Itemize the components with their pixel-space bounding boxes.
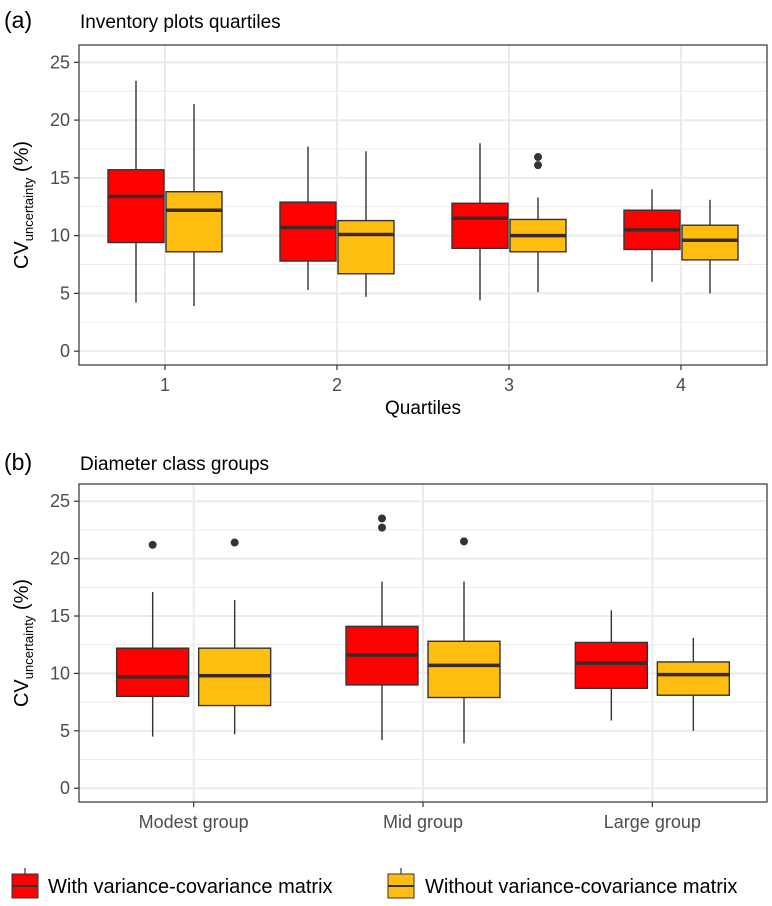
y-tick-label: 5 bbox=[60, 283, 70, 303]
panel-a-title: Inventory plots quartiles bbox=[80, 12, 281, 33]
x-tick-label: 1 bbox=[160, 375, 170, 395]
x-tick-label: 2 bbox=[332, 375, 342, 395]
y-tick-label: 25 bbox=[50, 52, 70, 72]
x-tick-label: 4 bbox=[676, 375, 686, 395]
panel-b-y-ticks: 0 5 10 15 20 25 bbox=[50, 491, 79, 798]
panel-b-label: (b) bbox=[4, 449, 32, 475]
box-iqr bbox=[337, 219, 395, 275]
box-iqr bbox=[165, 191, 223, 253]
y-tick-label: 15 bbox=[50, 606, 70, 626]
panel-a-boxes bbox=[107, 80, 739, 307]
panel-b-title: Diameter class groups bbox=[80, 454, 269, 475]
box-iqr bbox=[451, 202, 509, 250]
panel-a-label: (a) bbox=[4, 7, 32, 33]
legend: With variance-covariance matrix Without … bbox=[11, 868, 737, 899]
y-tick-label: 15 bbox=[50, 168, 70, 188]
box-iqr bbox=[279, 201, 337, 262]
x-tick-label: Large group bbox=[604, 812, 701, 832]
box-iqr bbox=[115, 647, 190, 698]
panel-a-x-ticks: 1 2 3 4 bbox=[160, 365, 686, 395]
y-tick-label: 20 bbox=[50, 110, 70, 130]
box-with-0 bbox=[107, 80, 165, 303]
y-tick-label: 10 bbox=[50, 226, 70, 246]
outlier-point bbox=[378, 514, 386, 523]
box-iqr bbox=[656, 661, 731, 696]
outlier-point bbox=[534, 153, 542, 162]
y-tick-label: 0 bbox=[60, 778, 70, 798]
box-with-1 bbox=[279, 146, 337, 290]
panel-a: (a) Inventory plots quartiles 0 5 10 15 20 25… bbox=[4, 7, 768, 419]
outlier-point bbox=[534, 161, 542, 170]
outlier-point bbox=[148, 540, 157, 549]
box-iqr bbox=[427, 640, 501, 699]
box-without-2 bbox=[509, 153, 567, 293]
box-without-3 bbox=[681, 199, 739, 294]
box-with-2 bbox=[574, 610, 649, 721]
y-tick-label: 25 bbox=[50, 491, 70, 511]
panel-b-x-ticks: Modest group Mid group Large group bbox=[139, 802, 701, 832]
box-without-0 bbox=[165, 103, 223, 307]
outlier-point bbox=[460, 537, 468, 546]
box-with-3 bbox=[623, 189, 681, 282]
box-without-1 bbox=[337, 151, 395, 297]
panel-b-grid bbox=[79, 484, 767, 802]
box-iqr bbox=[574, 641, 649, 690]
panel-a-ylabel: CVuncertainty (%) bbox=[11, 141, 36, 269]
y-tick-label: 0 bbox=[60, 341, 70, 361]
box-iqr bbox=[107, 169, 165, 244]
outlier-point bbox=[230, 538, 239, 547]
x-tick-label: 3 bbox=[504, 375, 514, 395]
legend-label-with: With variance-covariance matrix bbox=[48, 876, 333, 898]
x-tick-label: Mid group bbox=[383, 812, 463, 832]
y-tick-label: 20 bbox=[50, 549, 70, 569]
box-with-0 bbox=[115, 540, 190, 737]
panel-b: (b) Diameter class groups 0 5 10 15 20 25 Mod… bbox=[4, 449, 768, 832]
box-without-2 bbox=[656, 637, 731, 731]
panel-a-y-ticks: 0 5 10 15 20 25 bbox=[50, 52, 79, 361]
box-with-1 bbox=[345, 514, 419, 741]
panel-b-boxes bbox=[115, 514, 731, 744]
box-with-2 bbox=[451, 143, 509, 301]
y-tick-label: 10 bbox=[50, 663, 70, 683]
legend-label-without: Without variance-covariance matrix bbox=[425, 876, 737, 898]
x-tick-label: Modest group bbox=[139, 812, 249, 832]
outlier-point bbox=[378, 523, 386, 532]
box-iqr bbox=[681, 224, 739, 261]
panel-b-ylabel: CVuncertainty (%) bbox=[11, 579, 36, 707]
box-without-1 bbox=[427, 537, 501, 744]
panel-a-border bbox=[78, 44, 768, 366]
panel-a-xlabel: Quartiles bbox=[385, 398, 461, 419]
y-tick-label: 5 bbox=[60, 721, 70, 741]
box-without-0 bbox=[197, 538, 272, 735]
